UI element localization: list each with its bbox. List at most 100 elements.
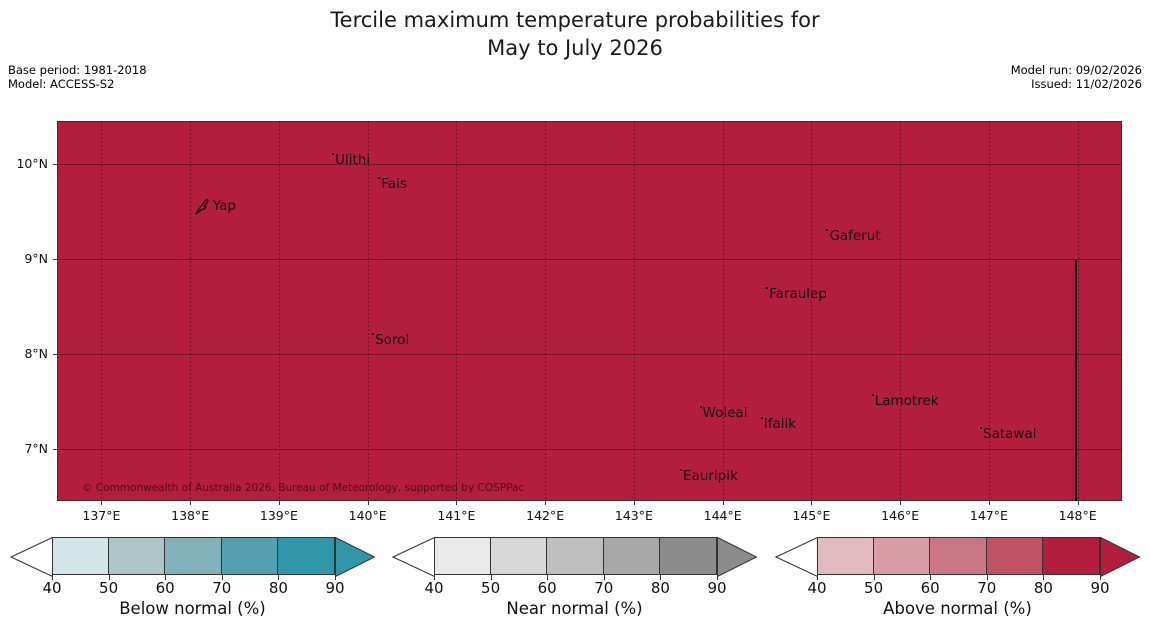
y-axis-tick-mark (53, 353, 57, 355)
x-axis-tick-mark (811, 501, 813, 505)
model-run-text: Model run: 09/02/2026 (1010, 63, 1142, 77)
map-place-label: Ifalik (760, 416, 797, 432)
colorbar-near[interactable]: 40 50 60 70 80 90 Near normal (%) (391, 536, 758, 618)
y-axis-tick-label: 7°N (24, 440, 48, 456)
colorbar-tick-label: 90 (325, 579, 345, 597)
colorbar-tick-mark (165, 575, 167, 580)
map-panel[interactable]: © Commonwealth of Australia 2026, Bureau… (57, 121, 1122, 501)
colorbar-tick-label: 50 (864, 579, 884, 597)
header-meta-right: Model run: 09/02/2026 Issued: 11/02/2026 (1011, 63, 1142, 91)
colorbar-tick-label: 50 (99, 579, 119, 597)
colorbar-right-extend-arrow (335, 536, 376, 581)
gridline-horizontal (57, 258, 1122, 260)
gridline-vertical (101, 121, 103, 501)
x-axis-tick-mark (1077, 501, 1079, 505)
place-name-text: Lamotrek (874, 393, 939, 410)
colorbar-segment (817, 537, 874, 575)
base-period-text: Base period: 1981-2018 (8, 63, 147, 77)
y-axis-tick-label: 8°N (24, 345, 48, 361)
gridline-vertical (456, 121, 458, 501)
x-axis-tick-label: 146°E (881, 508, 920, 523)
colorbar-tick-label: 80 (1033, 579, 1053, 597)
gridline-vertical (545, 121, 547, 501)
x-axis-tick-label: 141°E (437, 508, 476, 523)
x-axis-tick-label: 137°E (82, 508, 121, 523)
place-name-text: Ifalik (763, 416, 797, 432)
page-title: Tercile maximum temperature probabilitie… (330, 8, 820, 60)
gridline-vertical (1077, 121, 1079, 501)
x-axis-tick-mark (722, 501, 724, 505)
x-axis-tick-mark (190, 501, 192, 505)
y-axis-tick-mark (53, 258, 57, 260)
x-axis-tick-mark (633, 501, 635, 505)
colorbar-left-extend-arrow (391, 536, 435, 581)
place-marker-dot (680, 469, 683, 472)
gridline-vertical (988, 121, 990, 501)
colorbar-tick-mark (660, 575, 662, 580)
colorbar-tick-mark (1100, 575, 1101, 580)
place-marker-dot (766, 286, 769, 289)
colorbar-left-extend-arrow (9, 536, 53, 581)
map-place-label: Faraulep (766, 286, 827, 302)
colorbar-segment (660, 537, 717, 575)
colorbar-segment (278, 537, 335, 575)
colorbar-tick-mark (873, 575, 875, 580)
colorbar-tick-label: 70 (594, 579, 614, 597)
colorbar-tick-label: 50 (481, 579, 501, 597)
place-name-text: Eauripik (683, 468, 738, 485)
colorbar-segment (1043, 537, 1100, 575)
colorbar-tick-label: 60 (155, 579, 175, 597)
place-name-text: Woleai (702, 404, 748, 421)
x-axis-tick-mark (101, 501, 103, 505)
gridline-horizontal (57, 163, 1122, 165)
colorbar-tick-label: 60 (920, 579, 940, 597)
colorbar-tick-mark (603, 575, 605, 580)
colorbar-tick-label: 40 (807, 579, 827, 597)
x-axis-tick-label: 138°E (171, 508, 210, 523)
colorbar-segment (547, 537, 604, 575)
gridline-vertical (900, 121, 902, 501)
x-axis-tick-label: 139°E (259, 508, 298, 523)
map-place-label: Sorol (372, 332, 409, 348)
map-place-label: Yap (213, 198, 236, 214)
colorbar-title: Below normal (%) (119, 599, 266, 618)
colorbar-tick-mark (52, 575, 53, 580)
colorbar-below[interactable]: 40 50 60 70 80 90 Below normal (%) (9, 536, 376, 618)
colorbar-tick-mark (490, 575, 492, 580)
colorbar-segment (434, 537, 491, 575)
x-axis-tick-label: 147°E (969, 508, 1008, 523)
map-place-label: Satawal (980, 426, 1036, 442)
colorbar-tick-label: 70 (977, 579, 997, 597)
colorbar-tick-mark (1043, 575, 1045, 580)
map-place-label: Woleai (699, 404, 748, 421)
gridline-vertical (722, 121, 724, 501)
x-axis-tick-mark (545, 501, 547, 505)
place-marker-dot (372, 333, 375, 336)
x-axis-tick-mark (900, 501, 902, 505)
colorbar-right-extend-arrow (717, 536, 758, 581)
colorbar-tick-mark (986, 575, 988, 580)
colorbar-tick-mark (434, 575, 435, 580)
colorbar-tick-mark (335, 575, 336, 580)
colorbar-tick-mark (817, 575, 818, 580)
header-meta-left: Base period: 1981-2018 Model: ACCESS-S2 (8, 63, 147, 91)
place-marker-dot (871, 394, 874, 397)
colorbar-segment (165, 537, 222, 575)
colorbar-tick-mark (717, 575, 718, 580)
colorbar-tick-label: 90 (707, 579, 727, 597)
gridline-horizontal (57, 448, 1122, 450)
place-marker-dot (332, 152, 335, 155)
x-axis-tick-label: 140°E (348, 508, 387, 523)
colorbar-tick-label: 40 (42, 579, 62, 597)
colorbar-segment (930, 537, 987, 575)
place-marker-dot (378, 176, 381, 179)
place-marker-dot (699, 405, 702, 408)
gridline-vertical (633, 121, 635, 501)
map-place-label: Ulithi (332, 152, 370, 168)
colorbar-above[interactable]: 40 50 60 70 80 90 Above normal (%) (774, 536, 1141, 618)
gridline-horizontal (57, 353, 1122, 355)
x-axis-tick-label: 142°E (526, 508, 565, 523)
y-axis-tick-mark (53, 448, 57, 450)
place-name-text: Yap (212, 198, 236, 215)
colorbar-tick-label: 70 (212, 579, 232, 597)
